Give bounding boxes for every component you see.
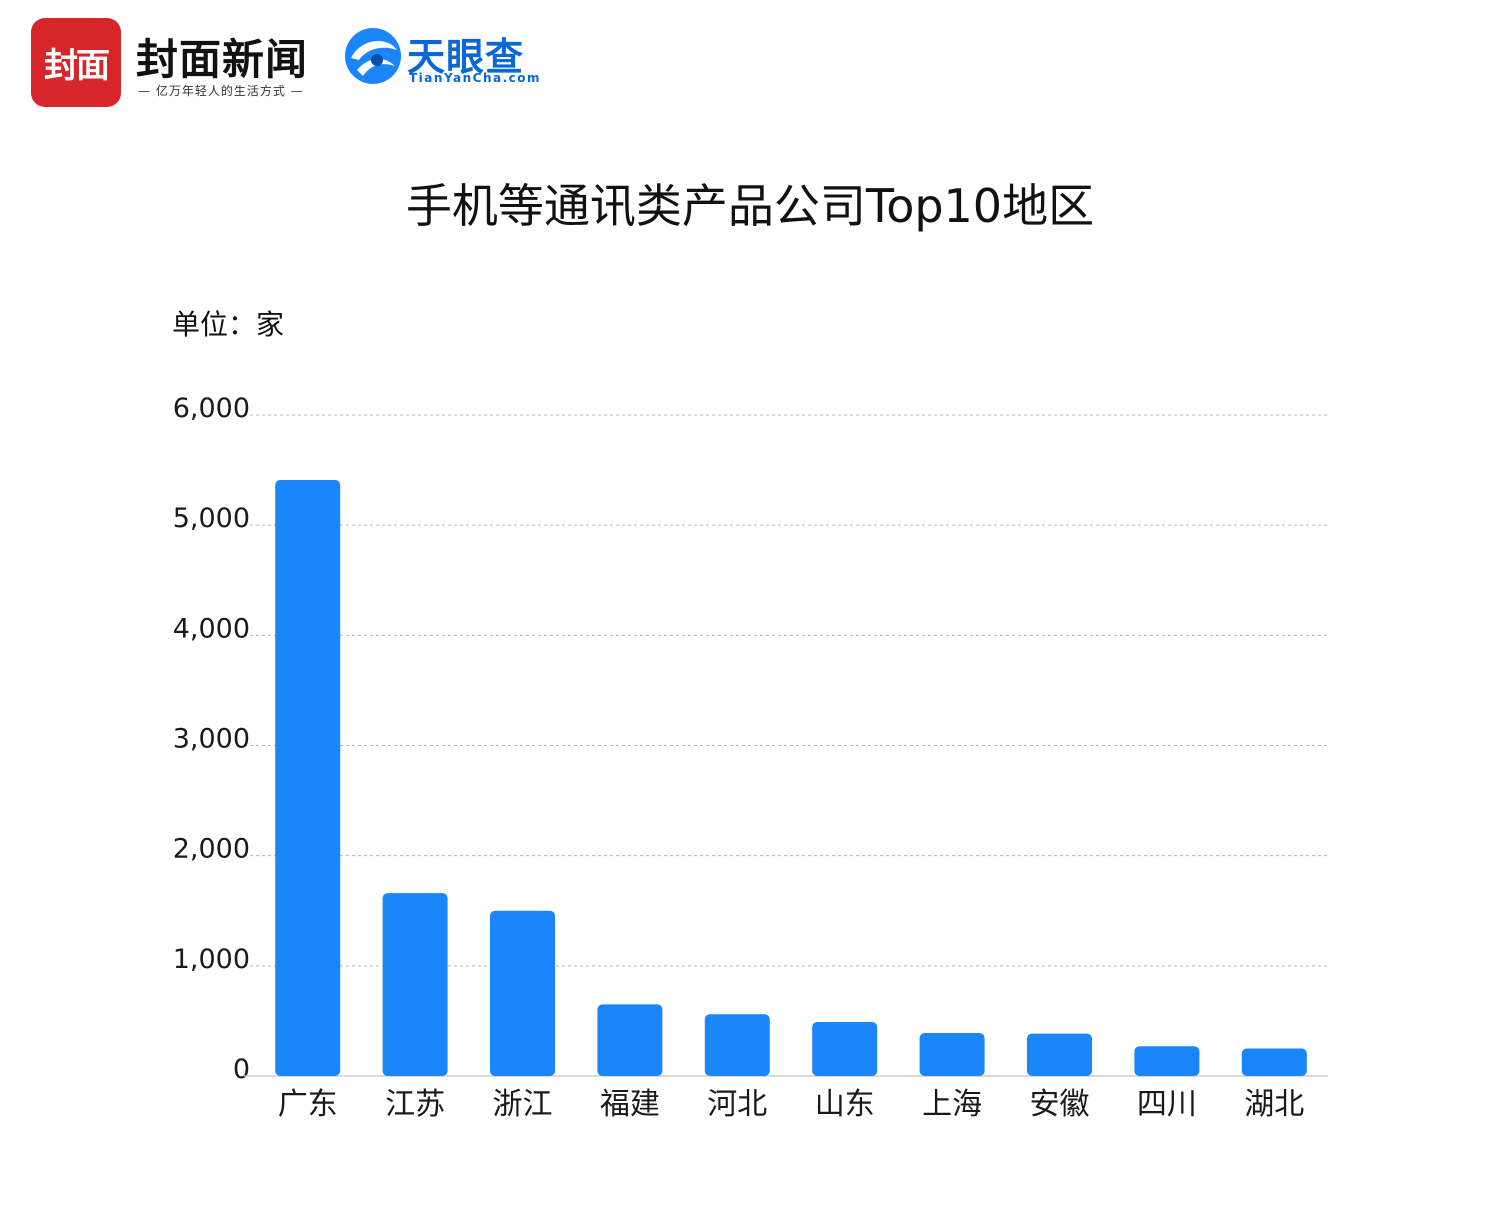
bar [812,1022,878,1076]
y-tick-label: 5,000 [173,503,250,534]
partner-name: 天眼查 [407,35,525,79]
x-tick-label: 安徽 [1030,1087,1090,1122]
bar [1241,1048,1307,1076]
x-tick-label: 山东 [815,1087,875,1122]
tianyancha-eye-icon [345,28,401,84]
brand-name: 封面新闻 [136,35,309,84]
x-tick-label: 湖北 [1244,1087,1304,1122]
bar [704,1014,770,1076]
bar [597,1004,663,1076]
chart-title: 手机等通讯类产品公司Top10地区 [405,179,1095,233]
bar [275,479,341,1077]
bar [1027,1033,1092,1076]
x-tick-label: 福建 [600,1087,660,1122]
unit-label: 单位：家 [172,308,285,341]
fengmian-logo: 封面 [31,18,121,107]
bar [919,1033,985,1076]
x-tick-label: 河北 [707,1087,767,1122]
x-tick-label: 上海 [922,1087,982,1122]
x-tick-label: 江苏 [385,1087,445,1122]
y-tick-label: 6,000 [173,393,250,424]
y-tick-label: 4,000 [173,613,250,644]
y-tick-label: 2,000 [173,834,250,865]
y-tick-label: 1,000 [173,944,250,975]
x-tick-label: 浙江 [493,1087,553,1122]
x-tick-label: 广东 [278,1087,338,1122]
bar [490,910,555,1076]
bar [382,893,448,1076]
y-tick-label: 3,000 [173,724,250,755]
header: 封面 封面新闻 — 亿万年轻人的生活方式 — 天眼查 TianYanCha.co… [0,0,1500,120]
x-tick-label: 四川 [1137,1087,1197,1122]
brand-slogan: — 亿万年轻人的生活方式 — [138,84,304,98]
y-tick-label: 0 [233,1054,250,1085]
partner-domain: TianYanCha.com [409,71,542,85]
bar [1134,1046,1200,1076]
